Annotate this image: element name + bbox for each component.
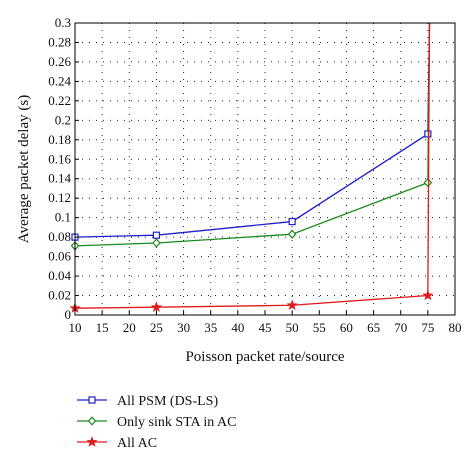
y-axis-label: Average packet delay (s) (16, 95, 32, 243)
series-2 (70, 22, 433, 251)
y-tick-label: 0.2 (55, 112, 71, 127)
y-tick-label: 0.22 (48, 93, 71, 108)
x-tick-label: 20 (123, 320, 136, 335)
data-point (423, 177, 433, 188)
y-tick-label: 0.16 (48, 151, 71, 166)
x-tick-label: 80 (449, 320, 462, 335)
legend-label: All PSM (DS-LS) (117, 394, 218, 409)
x-tick-label: 55 (313, 320, 326, 335)
y-tick-label: 0.08 (48, 229, 71, 244)
y-tick-label: 0.24 (48, 73, 71, 88)
y-tick-label: 0.12 (48, 190, 71, 205)
legend-marker (86, 436, 98, 447)
y-tick-label: 0.26 (48, 54, 71, 69)
x-tick-label: 35 (204, 320, 217, 335)
x-tick-label: 25 (150, 320, 163, 335)
legend-item: All PSM (DS-LS) (77, 394, 218, 409)
plot-series (69, 22, 434, 313)
y-tick-label: 0 (65, 307, 72, 322)
y-tick-label: 0.06 (48, 249, 71, 264)
plot-frame (74, 22, 456, 316)
data-point (288, 217, 296, 226)
legend-marker (87, 416, 97, 426)
data-point (286, 299, 298, 311)
x-axis-ticks: 10 15 20 25 30 35 40 45 50 55 60 65 70 75 80 (69, 311, 462, 335)
x-tick-label: 75 (421, 320, 434, 335)
x-tick-label: 60 (340, 320, 353, 335)
legend-item: All AC (77, 436, 157, 451)
data-point (287, 229, 297, 239)
data-point (150, 301, 162, 312)
y-tick-label: 0.3 (55, 15, 71, 30)
x-axis-label: Poisson packet rate/source (185, 349, 344, 365)
y-tick-label: 0.18 (48, 132, 71, 147)
series-1 (71, 22, 432, 241)
x-tick-label: 40 (231, 320, 244, 335)
data-point (152, 238, 161, 248)
legend-label: Only sink STA in AC (117, 415, 236, 430)
series-line (74, 22, 431, 247)
y-tick-label: 0.28 (48, 34, 71, 49)
series-3 (69, 22, 434, 313)
legend-marker (88, 396, 96, 404)
legend-item: Only sink STA in AC (77, 415, 236, 430)
legend-label: All AC (117, 436, 157, 451)
x-tick-label: 65 (367, 320, 380, 335)
y-tick-label: 0.14 (48, 171, 71, 186)
x-tick-label: 50 (286, 320, 299, 335)
data-point (152, 231, 161, 239)
legend: All PSM (DS-LS) Only sink STA in AC All AC (77, 394, 236, 451)
x-tick-label: 15 (96, 320, 109, 335)
y-tick-label: 0.04 (48, 268, 71, 283)
y-axis-ticks: 0 0.02 0.04 0.06 0.08 0.1 0.12 0.14 0.16 0.18 0.2 0… (48, 15, 79, 322)
x-tick-label: 10 (69, 320, 82, 335)
grid (75, 23, 455, 315)
series-line (74, 22, 431, 309)
y-tick-label: 0.02 (48, 288, 71, 303)
y-tick-label: 0.1 (55, 210, 71, 225)
x-tick-label: 30 (177, 320, 190, 335)
data-point (422, 289, 434, 301)
series-line (74, 22, 431, 238)
x-tick-label: 45 (259, 320, 272, 335)
x-tick-label: 70 (394, 320, 407, 335)
